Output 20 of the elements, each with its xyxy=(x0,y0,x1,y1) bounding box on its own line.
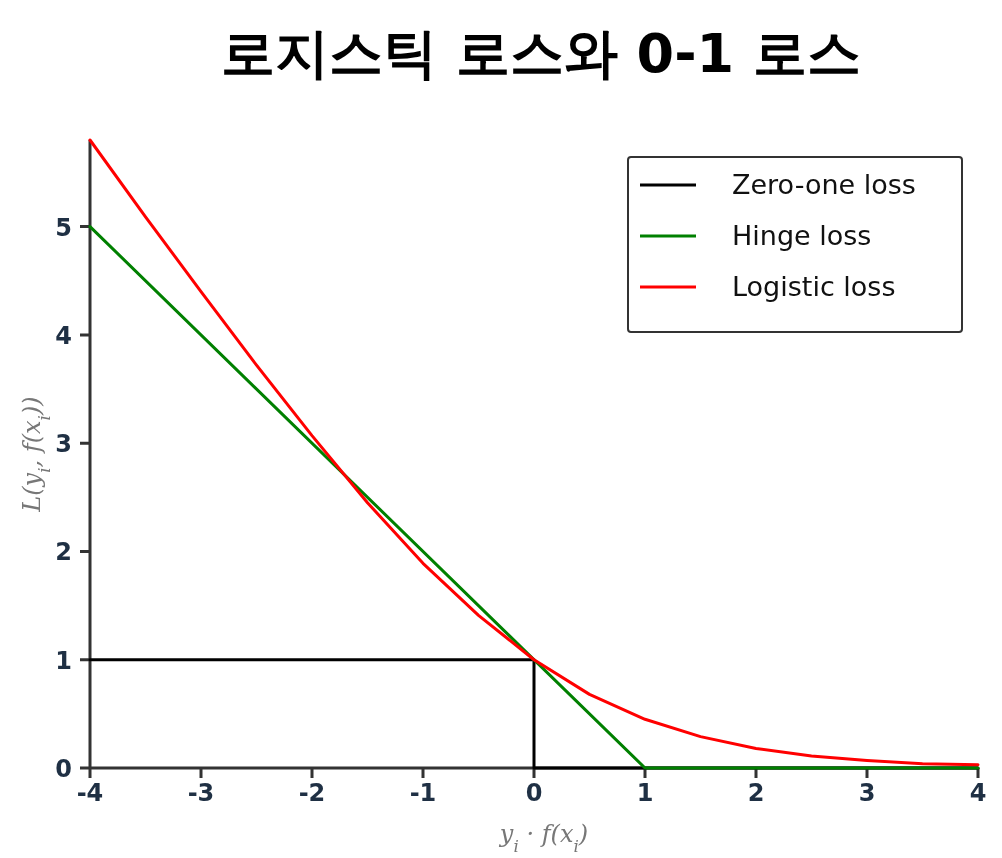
x-tick-label: 4 xyxy=(969,779,987,807)
legend-label: Zero-one loss xyxy=(732,169,916,200)
x-tick-label: -2 xyxy=(298,779,326,807)
x-tick-label: 1 xyxy=(636,779,654,807)
y-tick-label: 3 xyxy=(55,430,72,459)
y-tick-label: 4 xyxy=(55,321,72,350)
x-tick-label: -1 xyxy=(409,779,437,807)
x-tick-label: -4 xyxy=(76,779,104,807)
y-tick-label: 0 xyxy=(55,755,72,783)
chart-title: 로지스틱 로스와 0-1 로스 xyxy=(221,22,861,85)
y-tick-label: 5 xyxy=(55,213,72,242)
legend-label: Logistic loss xyxy=(732,271,896,302)
x-tick-label: 3 xyxy=(858,779,876,807)
y-tick-label: 1 xyxy=(55,646,72,675)
x-tick-label: 2 xyxy=(747,779,765,807)
y-tick-label: 2 xyxy=(55,538,72,567)
legend-label: Hinge loss xyxy=(732,220,872,251)
x-tick-label: 0 xyxy=(525,779,543,807)
x-axis-title: y$_{i}$ · f(x$_{i}$) xyxy=(498,820,589,856)
x-tick-label: -3 xyxy=(187,779,215,807)
